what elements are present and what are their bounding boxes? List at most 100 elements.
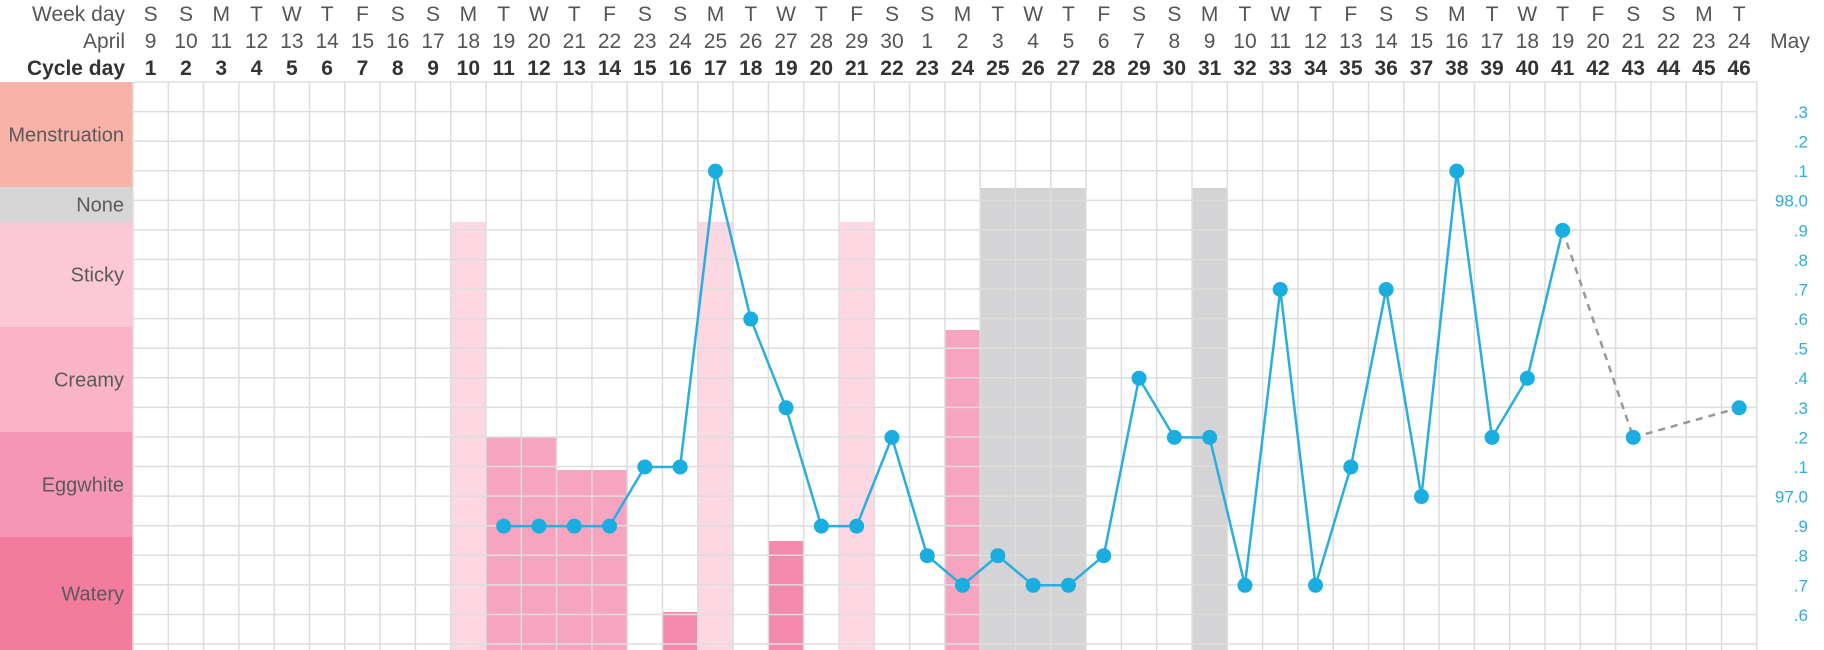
date-cell: 7: [1133, 30, 1145, 53]
bar-day-12: [521, 437, 557, 650]
temperature-point-day-40: [1519, 370, 1535, 386]
weekday-cell: S: [1662, 3, 1676, 26]
y-tick-label: 98.0: [1775, 192, 1808, 211]
temperature-point-day-18: [743, 311, 759, 327]
date-cell: 5: [1063, 30, 1075, 53]
weekday-cell: M: [460, 3, 478, 26]
date-cell: 18: [1516, 30, 1539, 53]
cycle-day-cell: 2: [180, 57, 192, 80]
temperature-point-day-26: [1025, 577, 1041, 593]
temperature-point-day-25: [990, 548, 1006, 564]
weekday-cell: W: [282, 3, 302, 26]
category-labels: Menstruation None Sticky Creamy Eggwhite Wate…: [8, 125, 124, 606]
cycle-day-cell: 13: [563, 57, 586, 80]
bar-day-27: [1050, 188, 1087, 650]
cycle-day-cell: 35: [1339, 57, 1363, 80]
weekday-cell: F: [603, 3, 616, 26]
weekday-cell: M: [213, 3, 231, 26]
temperature-point-day-37: [1413, 489, 1429, 505]
bar-day-25: [980, 188, 1016, 650]
y-tick-label: .7: [1794, 280, 1808, 299]
date-cell: 9: [1204, 30, 1216, 53]
category-band-watery: [0, 537, 133, 650]
cycle-day-cell: 30: [1163, 57, 1186, 80]
cycle-day-cell: 29: [1127, 57, 1150, 80]
y-tick-label: .7: [1794, 576, 1808, 595]
y-tick-label: .8: [1794, 251, 1808, 270]
temperature-point-day-31: [1202, 429, 1218, 445]
date-cell: 24: [1727, 30, 1751, 53]
cycle-day-cell: 25: [986, 57, 1010, 80]
temperature-point-day-14: [602, 518, 618, 534]
weekday-cell: T: [1733, 3, 1746, 26]
cycle-day-cell: 26: [1021, 57, 1044, 80]
date-cell: 15: [351, 30, 374, 53]
y-tick-label: .1: [1794, 162, 1808, 181]
weekday-cell: S: [391, 3, 405, 26]
cycle-day-cell: 39: [1480, 57, 1503, 80]
date-cell: 19: [492, 30, 515, 53]
weekday-cell: T: [1062, 3, 1075, 26]
weekday-cell: M: [1695, 3, 1713, 26]
cycle-day-cell: 12: [527, 57, 550, 80]
date-cell: 4: [1027, 30, 1039, 53]
weekday-cell: F: [1097, 3, 1110, 26]
date-cell: 15: [1410, 30, 1433, 53]
weekday-cell: T: [497, 3, 510, 26]
cycle-day-cell: 21: [845, 57, 869, 80]
category-band-sticky: [0, 222, 133, 327]
weekday-cell: S: [1414, 3, 1428, 26]
cycle-day-cell: 1: [145, 57, 157, 80]
date-cell: 10: [1233, 30, 1256, 53]
weekday-cell: T: [1486, 3, 1499, 26]
y-tick-label: .8: [1794, 547, 1808, 566]
date-cell: 26: [739, 30, 762, 53]
weekday-cell: T: [568, 3, 581, 26]
y-tick-label: .1: [1794, 458, 1808, 477]
date-cell: 12: [245, 30, 268, 53]
cycle-day-cell: 27: [1057, 57, 1080, 80]
cycle-day-cell: 38: [1445, 57, 1469, 80]
cycle-day-cell: 23: [916, 57, 939, 80]
weekday-cell: T: [1309, 3, 1322, 26]
temperature-dashed-line: [1632, 406, 1740, 439]
temperature-point-day-32: [1237, 577, 1253, 593]
cycle-day-cell: 32: [1233, 57, 1256, 80]
category-label: Sticky: [71, 265, 124, 287]
cycle-day-cell: 11: [493, 57, 516, 80]
weekday-cell: S: [1132, 3, 1146, 26]
weekday-cell: M: [1448, 3, 1466, 26]
cycle-day-cell: 33: [1269, 57, 1292, 80]
temperature-point-day-21: [849, 518, 865, 534]
weekday-cell: T: [1239, 3, 1252, 26]
weekday-cell: T: [321, 3, 334, 26]
cycleday-row-label: Cycle day: [27, 57, 125, 80]
date-cell: 20: [1586, 30, 1609, 53]
bar-day-10: [450, 222, 486, 650]
bar-day-11: [486, 437, 522, 650]
temperature-point-day-30: [1166, 429, 1182, 445]
y-tick-label: .2: [1794, 428, 1808, 447]
date-cell: 22: [598, 30, 621, 53]
temperature-point-day-12: [531, 518, 547, 534]
weekday-cell: S: [1379, 3, 1393, 26]
temperature-point-day-22: [884, 429, 900, 445]
y-tick-label: .5: [1794, 340, 1808, 359]
weekday-cell: T: [1556, 3, 1569, 26]
date-cell: 17: [1480, 30, 1503, 53]
cycle-day-cell: 8: [392, 57, 404, 80]
weekday-cell: F: [850, 3, 863, 26]
date-cell: 27: [774, 30, 797, 53]
date-cell: 20: [527, 30, 550, 53]
date-cell: 25: [704, 30, 727, 53]
month-row-label: April: [83, 30, 125, 53]
date-cell: 3: [992, 30, 1004, 53]
weekday-cell: S: [638, 3, 652, 26]
date-cell: 6: [1098, 30, 1110, 53]
date-cell: 29: [845, 30, 868, 53]
weekday-cell: F: [1344, 3, 1357, 26]
weekday-cell: W: [776, 3, 796, 26]
y-tick-label: .6: [1794, 606, 1808, 625]
